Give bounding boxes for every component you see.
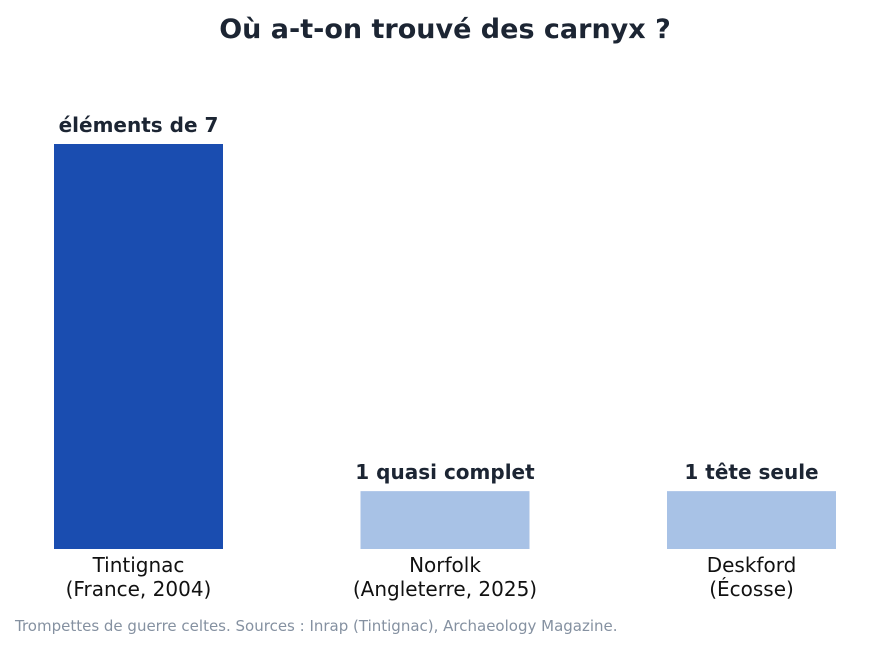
chart-footnote: Trompettes de guerre celtes. Sources : I… <box>14 617 618 635</box>
chart-title: Où a-t-on trouvé des carnyx ? <box>219 14 671 45</box>
bar-2 <box>360 491 530 549</box>
bar-value-label-1: éléments de 7 <box>59 113 219 137</box>
bar-1 <box>54 144 223 549</box>
x-tick-label-2-line-1: Norfolk <box>409 553 481 577</box>
x-tick-label-2-line-2: (Angleterre, 2025) <box>353 577 537 601</box>
x-tick-label-1-line-2: (France, 2004) <box>66 577 212 601</box>
bar-value-label-3: 1 tête seule <box>684 460 818 484</box>
bar-group: éléments de 7 Tintignac(France, 2004) 1 qu… <box>54 113 836 601</box>
x-tick-label-1-line-1: Tintignac <box>92 553 185 577</box>
bar-3 <box>667 491 836 549</box>
x-tick-label-3-line-1: Deskford <box>707 553 797 577</box>
bar-value-label-2: 1 quasi complet <box>355 460 535 484</box>
x-tick-label-3-line-2: (Écosse) <box>709 577 794 601</box>
